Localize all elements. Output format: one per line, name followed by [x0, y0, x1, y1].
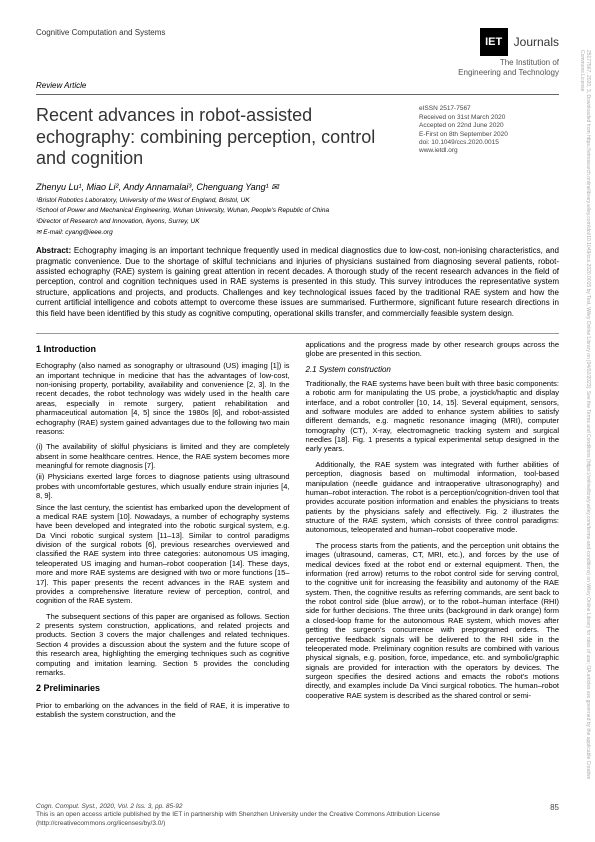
page-number: 85	[550, 803, 559, 828]
body-paragraph: Additionally, the RAE system was integra…	[306, 460, 560, 535]
body-paragraph: The subsequent sections of this paper ar…	[36, 612, 290, 678]
footer-license-url: (http://creativecommons.org/licenses/by/…	[36, 820, 165, 827]
side-download-info: 25177567, 2020, 3, Downloaded from https…	[579, 50, 591, 790]
subsection-heading: 2.1 System construction	[306, 365, 560, 375]
affiliation-3: ³Director of Research and Innovation, Ik…	[36, 218, 559, 226]
efirst-date: E-First on 8th September 2020	[419, 131, 559, 139]
footer-citation: Cogn. Comput. Syst., 2020, Vol. 2 Iss. 3…	[36, 803, 182, 810]
article-type: Review Article	[36, 81, 559, 90]
section-1-heading: 1 Introduction	[36, 344, 290, 355]
page-footer: Cogn. Comput. Syst., 2020, Vol. 2 Iss. 3…	[36, 803, 559, 828]
left-column: 1 Introduction Echography (also named as…	[36, 340, 290, 725]
list-item: (i) The availability of skilful physicia…	[36, 442, 290, 470]
publisher-url: www.ietdl.org	[419, 147, 559, 155]
body-paragraph: applications and the progress made by ot…	[306, 340, 560, 359]
authors: Zhenyu Lu¹, Miao Li², Andy Annamalai³, C…	[36, 182, 559, 193]
journals-label: Journals	[514, 35, 559, 49]
publisher-logo: IET Journals The Institution ofEngineeri…	[458, 28, 559, 77]
body-paragraph: Prior to embarking on the advances in th…	[36, 701, 290, 720]
list-item: (ii) Physicians exerted large forces to …	[36, 472, 290, 500]
institution-text: The Institution ofEngineering and Techno…	[458, 58, 559, 77]
body-paragraph: Traditionally, the RAE systems have been…	[306, 379, 560, 454]
article-metadata: eISSN 2517-7567 Received on 31st March 2…	[419, 105, 559, 156]
affiliation-1: ¹Bristol Robotics Laboratory, University…	[36, 197, 559, 205]
corresponding-email: ✉ E-mail: cyang@ieee.org	[36, 228, 559, 236]
divider	[36, 94, 559, 95]
eissn: eISSN 2517-7567	[419, 105, 559, 113]
accepted-date: Accepted on 22nd June 2020	[419, 122, 559, 130]
body-paragraph: The process starts from the patients, an…	[306, 541, 560, 700]
body-paragraph: Echography (also named as sonography or …	[36, 361, 290, 436]
article-title: Recent advances in robot-assisted echogr…	[36, 105, 399, 170]
right-column: applications and the progress made by ot…	[306, 340, 560, 725]
iet-logo-icon: IET	[480, 28, 508, 56]
abstract-text: Echography imaging is an important techn…	[36, 246, 559, 317]
body-paragraph: Since the last century, the scientist ha…	[36, 503, 290, 606]
abstract: Abstract: Echography imaging is an impor…	[36, 246, 559, 319]
doi: doi: 10.1049/ccs.2020.0015	[419, 139, 559, 147]
section-2-heading: 2 Preliminaries	[36, 683, 290, 694]
affiliation-2: ²School of Power and Mechanical Engineer…	[36, 207, 559, 215]
abstract-label: Abstract:	[36, 246, 71, 255]
journal-name: Cognitive Computation and Systems	[36, 28, 165, 37]
divider	[36, 333, 559, 334]
footer-license: This is an open access article published…	[36, 811, 440, 818]
received-date: Received on 31st March 2020	[419, 114, 559, 122]
